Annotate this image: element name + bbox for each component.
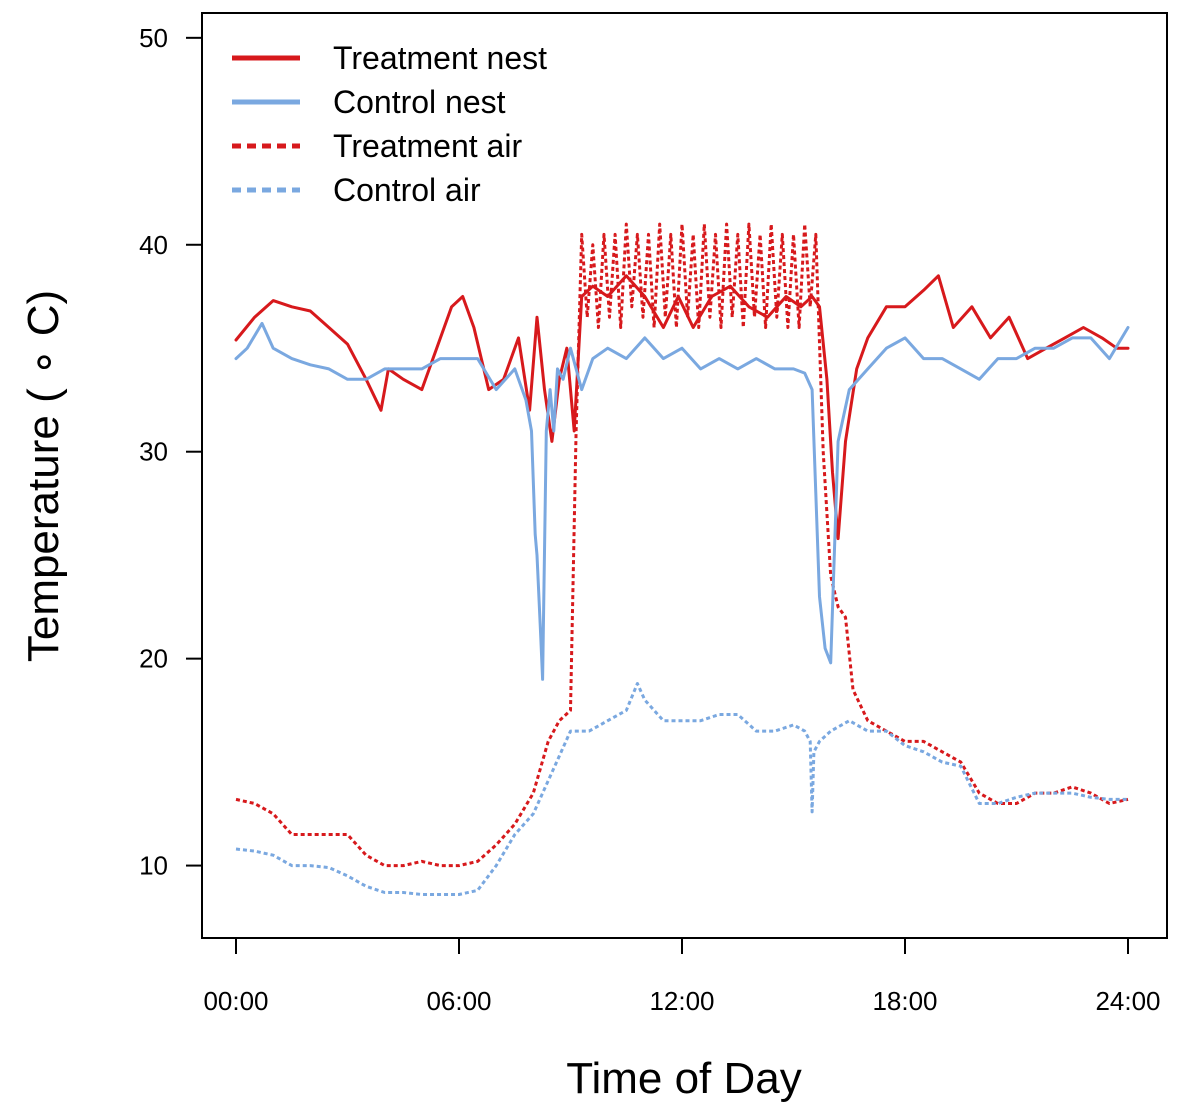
series-line-treatment-air [235, 222, 1129, 868]
y-axis: 10 20 30 40 50 [139, 23, 202, 881]
y-tick-label: 40 [139, 230, 168, 260]
series-line-control-nest [234, 321, 1130, 681]
x-tick-label: 00:00 [203, 986, 268, 1016]
x-axis-title: Time of Day [566, 1054, 802, 1103]
series-layer [234, 222, 1130, 896]
y-tick-label: 50 [139, 23, 168, 53]
x-tick-label: 18:00 [872, 986, 937, 1016]
legend: Treatment nest Control nest Treatment air C… [232, 40, 547, 208]
y-axis-title: Temperature ( ∘ C) [19, 290, 68, 662]
series-line-treatment-nest [234, 274, 1130, 541]
series-line-control-air [235, 682, 1128, 896]
legend-label-treatment-air: Treatment air [333, 128, 522, 164]
y-tick-label: 30 [139, 437, 168, 467]
x-tick-label: 06:00 [426, 986, 491, 1016]
x-tick-label: 12:00 [649, 986, 714, 1016]
legend-label-control-air: Control air [333, 172, 481, 208]
x-axis: 00:00 06:00 12:00 18:00 24:00 [203, 937, 1161, 1016]
y-tick-label: 10 [139, 851, 168, 881]
legend-label-control-nest: Control nest [333, 84, 506, 120]
y-tick-label: 20 [139, 644, 168, 674]
x-tick-label: 24:00 [1095, 986, 1160, 1016]
legend-label-treatment-nest: Treatment nest [333, 40, 547, 76]
